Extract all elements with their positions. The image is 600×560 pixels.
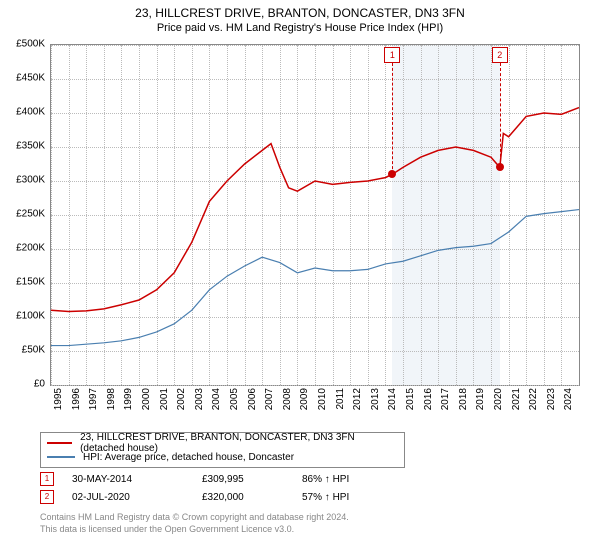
x-axis-label: 2009 — [299, 388, 310, 418]
marker-label: 1 — [384, 47, 400, 63]
x-axis-label: 2001 — [159, 388, 170, 418]
grid-line-h — [51, 385, 579, 386]
chart-title: 23, HILLCREST DRIVE, BRANTON, DONCASTER,… — [0, 0, 600, 20]
x-axis-label: 2011 — [335, 388, 346, 418]
x-axis-label: 2007 — [264, 388, 275, 418]
y-axis-label: £50K — [22, 345, 45, 356]
y-axis-label: £500K — [16, 39, 45, 50]
datapoint-row: 2 02-JUL-2020£320,00057% ↑ HPI — [40, 488, 585, 506]
x-axis-label: 1999 — [123, 388, 134, 418]
x-axis-label: 2016 — [423, 388, 434, 418]
y-axis-label: £350K — [16, 141, 45, 152]
legend-swatch — [47, 442, 72, 444]
y-axis-label: £0 — [34, 379, 45, 390]
datapoint-table: 1 30-MAY-2014£309,99586% ↑ HPI 2 02-JUL-202… — [40, 470, 585, 506]
datapoint-pct: 86% ↑ HPI — [302, 474, 402, 485]
plot-area: 12 — [50, 44, 580, 386]
datapoint-marker: 1 — [40, 472, 54, 486]
x-axis-label: 2004 — [211, 388, 222, 418]
y-axis-label: £150K — [16, 277, 45, 288]
marker-dot — [496, 163, 504, 171]
y-axis-label: £300K — [16, 175, 45, 186]
x-axis-label: 2014 — [387, 388, 398, 418]
y-axis-label: £250K — [16, 209, 45, 220]
attribution: Contains HM Land Registry data © Crown c… — [40, 512, 349, 535]
datapoint-date: 30-MAY-2014 — [72, 474, 202, 485]
legend-label: HPI: Average price, detached house, Donc… — [83, 452, 294, 463]
y-axis-label: £400K — [16, 107, 45, 118]
x-axis-label: 2019 — [475, 388, 486, 418]
x-axis-label: 2000 — [141, 388, 152, 418]
datapoint-pct: 57% ↑ HPI — [302, 492, 402, 503]
x-axis-label: 2012 — [352, 388, 363, 418]
x-axis-label: 2015 — [405, 388, 416, 418]
chart-subtitle: Price paid vs. HM Land Registry's House … — [0, 20, 600, 38]
legend-item: 23, HILLCREST DRIVE, BRANTON, DONCASTER,… — [47, 436, 398, 450]
x-axis-label: 2023 — [546, 388, 557, 418]
x-axis-label: 2002 — [176, 388, 187, 418]
x-axis-label: 2003 — [194, 388, 205, 418]
datapoint-price: £309,995 — [202, 474, 302, 485]
x-axis-label: 2017 — [440, 388, 451, 418]
marker-label: 2 — [492, 47, 508, 63]
marker-line — [500, 63, 501, 167]
x-axis-label: 2024 — [563, 388, 574, 418]
x-axis-label: 2021 — [511, 388, 522, 418]
x-axis-label: 1997 — [88, 388, 99, 418]
legend: 23, HILLCREST DRIVE, BRANTON, DONCASTER,… — [40, 432, 405, 468]
attribution-line2: This data is licensed under the Open Gov… — [40, 524, 349, 536]
attribution-line1: Contains HM Land Registry data © Crown c… — [40, 512, 349, 524]
marker-dot — [388, 170, 396, 178]
datapoint-date: 02-JUL-2020 — [72, 492, 202, 503]
marker-line — [392, 63, 393, 174]
x-axis-label: 2022 — [528, 388, 539, 418]
x-axis-label: 2005 — [229, 388, 240, 418]
x-axis-label: 2006 — [247, 388, 258, 418]
datapoint-marker: 2 — [40, 490, 54, 504]
x-axis-label: 2018 — [458, 388, 469, 418]
series-hpi — [51, 210, 579, 346]
x-axis-label: 2013 — [370, 388, 381, 418]
x-axis-label: 2008 — [282, 388, 293, 418]
y-axis-label: £100K — [16, 311, 45, 322]
chart-container: 23, HILLCREST DRIVE, BRANTON, DONCASTER,… — [0, 0, 600, 560]
datapoint-row: 1 30-MAY-2014£309,99586% ↑ HPI — [40, 470, 585, 488]
x-axis-label: 2020 — [493, 388, 504, 418]
x-axis-label: 2010 — [317, 388, 328, 418]
y-axis-label: £200K — [16, 243, 45, 254]
datapoint-price: £320,000 — [202, 492, 302, 503]
y-axis-label: £450K — [16, 73, 45, 84]
x-axis-label: 1996 — [71, 388, 82, 418]
x-axis-label: 1995 — [53, 388, 64, 418]
x-axis-label: 1998 — [106, 388, 117, 418]
legend-swatch — [47, 456, 75, 458]
